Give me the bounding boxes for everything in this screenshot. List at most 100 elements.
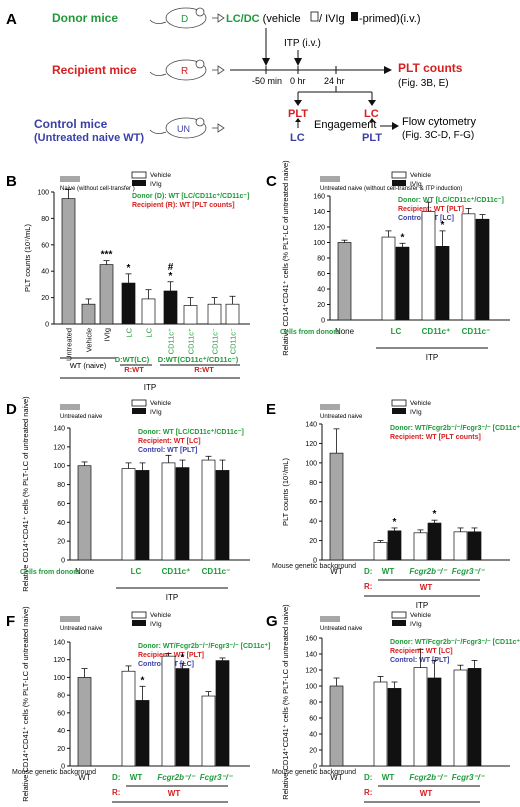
- significance-marker: *: [433, 509, 437, 520]
- y-axis-label: Relative CD14⁺CD41⁺ cells (% PLT-LC of u…: [281, 160, 290, 356]
- bar: [381, 236, 396, 321]
- category-label: Fcgr3⁻/⁻: [452, 567, 485, 576]
- donor-mouse-icon: D: [149, 7, 207, 29]
- y-tick-label: 140: [305, 422, 317, 429]
- legend-label-gray: Untreated naive: [60, 414, 103, 420]
- row-label: Mouse genetic background: [272, 563, 356, 570]
- bar: [427, 522, 442, 561]
- bar: [61, 198, 76, 325]
- info-line: Control: WT [PLT]: [390, 657, 449, 664]
- legend-label-vehicle: Vehicle: [150, 612, 171, 619]
- bar: [121, 670, 136, 767]
- row-label: Cells from donors: [20, 569, 80, 576]
- category-label: None: [335, 327, 355, 336]
- category-label: IVIg: [103, 328, 112, 341]
- transfer-suffix: -primed)(i.v.): [359, 13, 421, 25]
- bar: [373, 681, 388, 767]
- bar: [467, 668, 482, 767]
- panel-a-schematic: A Donor mice D LC/DC (vehicle / IVIg -pr…: [6, 7, 476, 144]
- legend-swatch-gray: [60, 176, 80, 182]
- control-label-1: Control mice: [34, 117, 108, 131]
- bar: [201, 459, 216, 561]
- bar: [161, 655, 176, 767]
- row-label: Mouse genetic background: [12, 769, 96, 776]
- info-line: Donor: WT [LC/CD11c⁺/CD11c⁻]: [398, 197, 504, 204]
- donor-prefix: D:: [112, 773, 120, 782]
- group-label: R:WT: [194, 365, 214, 374]
- bar: [207, 303, 222, 325]
- legend-label-ivig: IVIg: [150, 409, 162, 416]
- legend-swatch-vehicle: [391, 171, 407, 179]
- panel-letter-e: E: [266, 401, 276, 418]
- y-axis-label: Relative CD14⁺CD41⁺ cells (% PLT-LC of u…: [21, 606, 30, 802]
- category-label: CD11c⁻: [462, 327, 491, 336]
- bar: [183, 305, 198, 325]
- bar: [413, 667, 428, 767]
- bar: [77, 465, 92, 561]
- legend-swatch-ivig: [392, 620, 406, 626]
- category-label: CD11c⁺: [422, 327, 451, 336]
- y-tick-label: 120: [305, 441, 317, 448]
- category-label: CD11c⁺: [187, 328, 196, 354]
- category-label: Fcgr3⁻/⁻: [452, 773, 485, 782]
- legend-swatch-ivig: [132, 180, 146, 186]
- y-axis-label: PLT counts (10⁷/mL): [281, 458, 290, 526]
- legend-label-vehicle: Vehicle: [150, 172, 171, 179]
- significance-marker: #: [168, 262, 174, 273]
- y-tick-label: 120: [305, 668, 317, 675]
- bar: [413, 532, 428, 561]
- info-line: Recipient: WT [LC]: [138, 438, 201, 445]
- recipient-prefix: R:: [364, 582, 372, 591]
- bar: [121, 468, 136, 561]
- time-label-1: -50 min: [252, 76, 282, 86]
- y-tick-label: 20: [41, 295, 49, 302]
- y-tick-label: 0: [313, 558, 317, 565]
- significance-marker: *: [393, 517, 397, 528]
- y-tick-label: 40: [309, 519, 317, 526]
- y-tick-label: 140: [305, 652, 317, 659]
- significance-marker: *: [401, 232, 405, 243]
- y-tick-label: 20: [317, 302, 325, 309]
- y-tick-label: 60: [57, 710, 65, 717]
- legend-label-gray: Untreated naive (without cell-transfer &…: [320, 186, 462, 192]
- bar: [201, 695, 216, 767]
- bar: [421, 211, 436, 321]
- info-line: Recipient: WT [PLT counts]: [390, 434, 481, 441]
- y-tick-label: 40: [57, 520, 65, 527]
- chart-G: G Untreated naive Vehicle IVIg Donor: WT/Fcg…: [266, 604, 520, 803]
- info-line: Recipient (R): WT [PLT counts]: [132, 202, 235, 209]
- bar: [395, 246, 410, 321]
- bar: [135, 470, 150, 561]
- legend-label-vehicle: Vehicle: [150, 400, 171, 407]
- y-tick-label: 0: [45, 322, 49, 329]
- itp-label: ITP: [416, 601, 428, 610]
- recipient-value: WT: [168, 789, 181, 798]
- chart-F: F Untreated naive Vehicle IVIg Donor: WT/Fcg…: [6, 606, 270, 803]
- category-label: CD11c⁺: [162, 567, 191, 576]
- donor-letter: D: [181, 14, 188, 25]
- significance-marker: *: [181, 652, 185, 663]
- y-axis-label: PLT counts (10⁷/mL): [23, 224, 32, 292]
- legend-label-gray: Untreated naive: [320, 626, 363, 632]
- donor-prefix: D:: [364, 773, 372, 782]
- legend-label-vehicle: Vehicle: [410, 612, 431, 619]
- y-tick-label: 120: [53, 444, 65, 451]
- legend-swatch-ivig: [392, 408, 406, 414]
- group-label: WT (naive): [70, 361, 107, 370]
- legend-swatch-gray: [320, 616, 340, 622]
- y-tick-label: 140: [313, 209, 325, 216]
- y-tick-label: 40: [317, 287, 325, 294]
- y-tick-label: 60: [57, 501, 65, 508]
- category-label: LC: [391, 327, 402, 336]
- info-line: Donor: WT/Fcgr2b⁻/⁻/Fcgr3⁻/⁻ [CD11c⁺]: [390, 425, 520, 432]
- y-tick-label: 80: [57, 482, 65, 489]
- bar: [135, 700, 150, 767]
- engagement-lc-right: LC: [364, 108, 379, 120]
- y-tick-label: 120: [53, 657, 65, 664]
- info-line: Control: WT [PLT]: [138, 447, 197, 454]
- legend-swatch-gray: [320, 176, 340, 182]
- donor-prefix: D:: [364, 567, 372, 576]
- y-tick-label: 60: [41, 242, 49, 249]
- recipient-letter: R: [181, 66, 188, 77]
- y-tick-label: 40: [57, 728, 65, 735]
